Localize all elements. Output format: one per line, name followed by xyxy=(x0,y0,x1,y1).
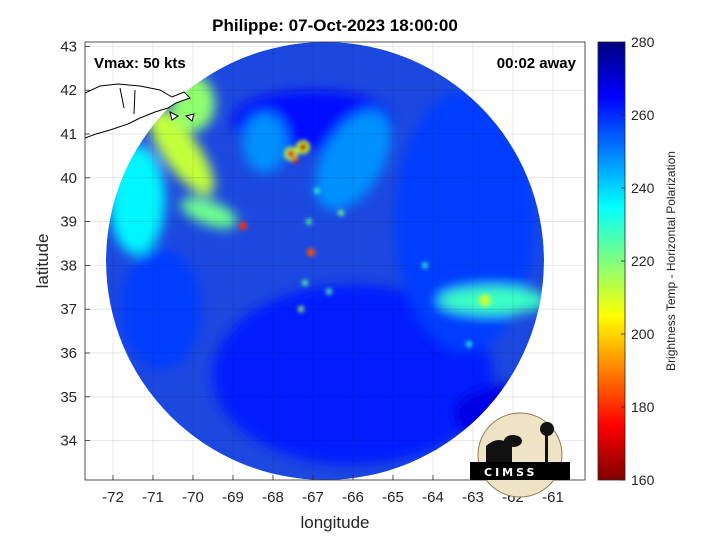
x-axis-label: longitude xyxy=(300,513,369,532)
y-tick-label: 42 xyxy=(60,82,77,99)
colorbar-tick-label: 160 xyxy=(631,472,655,488)
y-tick-label: 36 xyxy=(60,345,77,362)
colorbar xyxy=(597,41,626,481)
y-tick-label: 35 xyxy=(60,389,77,406)
x-tick-label: -66 xyxy=(342,489,364,506)
tb-region xyxy=(121,249,201,370)
tb-feature xyxy=(292,157,298,164)
colorbar-ticks: 160 180 200 220 240 260 280 xyxy=(621,34,655,488)
tb-feature xyxy=(326,288,332,295)
tb-feature xyxy=(299,143,307,152)
colorbar-tick-label: 220 xyxy=(631,253,655,269)
tb-feature xyxy=(338,209,344,216)
y-tick-label: 39 xyxy=(60,214,77,231)
y-tick-label: 40 xyxy=(60,170,77,187)
tb-feature xyxy=(239,221,247,230)
y-axis-label: latitude xyxy=(33,234,52,289)
x-tick-label: -63 xyxy=(462,489,484,506)
y-tick-label: 41 xyxy=(60,126,77,143)
tb-feature xyxy=(466,341,472,348)
logo-text: CIMSS xyxy=(484,466,537,479)
tb-region xyxy=(147,107,215,196)
coastline xyxy=(85,83,195,139)
y-tick-label: 38 xyxy=(60,257,77,274)
tb-region xyxy=(243,112,287,173)
axes-frame xyxy=(84,41,586,481)
tb-feature xyxy=(307,248,315,257)
y-tick-label: 43 xyxy=(60,38,77,55)
y-axis: 34 35 36 37 38 39 40 41 42 43 xyxy=(60,38,90,450)
tb-feature xyxy=(306,218,312,225)
x-tick-label: -61 xyxy=(542,489,564,506)
tb-feature xyxy=(314,187,320,194)
cimss-logo: CIMSS xyxy=(470,412,570,498)
x-axis: -72 -71 -70 -69 -68 -67 -66 -65 -64 -63 -62 -61 xyxy=(102,475,564,506)
y-tick-label: 34 xyxy=(60,433,77,450)
tb-region xyxy=(315,110,391,211)
tb-feature xyxy=(302,279,308,286)
colorbar-label: Brightness Temp - Horizontal Polarizatio… xyxy=(664,151,678,371)
x-tick-label: -70 xyxy=(182,489,204,506)
colorbar-tick-label: 240 xyxy=(631,180,655,196)
time-offset-label: 00:02 away xyxy=(497,55,577,72)
chart-title: Philippe: 07-Oct-2023 18:00:00 xyxy=(212,16,458,35)
y-tick-label: 37 xyxy=(60,301,77,318)
x-tick-label: -68 xyxy=(262,489,284,506)
tb-region xyxy=(180,197,238,229)
x-tick-label: -64 xyxy=(422,489,444,506)
x-tick-label: -65 xyxy=(382,489,404,506)
tb-region xyxy=(438,286,544,315)
grid-lines xyxy=(85,42,585,480)
tb-feature xyxy=(298,306,304,313)
tb-feature xyxy=(479,294,491,307)
x-tick-label: -71 xyxy=(142,489,164,506)
x-tick-label: -67 xyxy=(302,489,324,506)
colorbar-tick-label: 200 xyxy=(631,326,655,342)
x-tick-label: -69 xyxy=(222,489,244,506)
vmax-label: Vmax: 50 kts xyxy=(94,55,186,72)
tb-region xyxy=(213,284,493,465)
colorbar-tick-label: 180 xyxy=(631,399,655,415)
colorbar-tick-label: 280 xyxy=(631,34,655,50)
x-tick-label: -72 xyxy=(102,489,124,506)
tb-feature xyxy=(287,149,295,158)
tb-feature xyxy=(422,262,428,269)
colorbar-tick-label: 260 xyxy=(631,107,655,123)
